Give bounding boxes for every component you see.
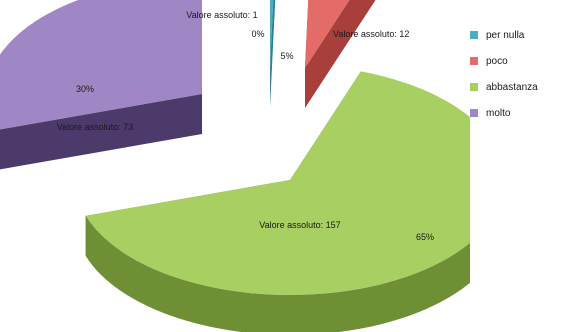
pie-slice-abbastanza [85, 71, 470, 332]
slice-top [305, 0, 350, 68]
legend-item-abbastanza: abbastanza [470, 74, 538, 100]
pie-slice-per-nulla [270, 0, 276, 108]
legend: per nulla poco abbastanza molto [470, 22, 538, 126]
legend-item-poco: poco [470, 48, 538, 74]
slice-wall [270, 0, 276, 108]
slice-wall [305, 0, 376, 108]
legend-label: poco [486, 55, 508, 67]
value-label-molto: Valore assoluto: 73 [57, 122, 133, 132]
legend-label: molto [486, 107, 511, 119]
legend-swatch [470, 83, 478, 91]
value-label-per-nulla: Valore assoluto: 1 [186, 10, 257, 20]
value-label-abbastanza: Valore assoluto: 157 [259, 220, 340, 230]
pie-chart: 0% Valore assoluto: 1 5% Valore assoluto: 1… [0, 0, 470, 332]
percent-label-molto: 30% [76, 84, 94, 94]
pie-slice-molto [0, 0, 202, 170]
value-label-poco: Valore assoluto: 12 [333, 29, 409, 39]
legend-swatch [470, 109, 478, 117]
legend-item-molto: molto [470, 100, 538, 126]
legend-swatch [470, 57, 478, 65]
percent-label-poco: 5% [280, 51, 293, 61]
pie-slice-poco [305, 0, 376, 108]
legend-label: abbastanza [486, 81, 538, 93]
slice-wall [0, 94, 202, 170]
slice-top [0, 0, 202, 130]
legend-item-per-nulla: per nulla [470, 22, 538, 48]
percent-label-per-nulla: 0% [251, 29, 264, 39]
percent-label-abbastanza: 65% [416, 232, 434, 242]
slice-top [270, 0, 274, 68]
slice-top [85, 71, 470, 295]
legend-swatch [470, 31, 478, 39]
legend-label: per nulla [486, 29, 525, 41]
slice-side [85, 215, 470, 332]
